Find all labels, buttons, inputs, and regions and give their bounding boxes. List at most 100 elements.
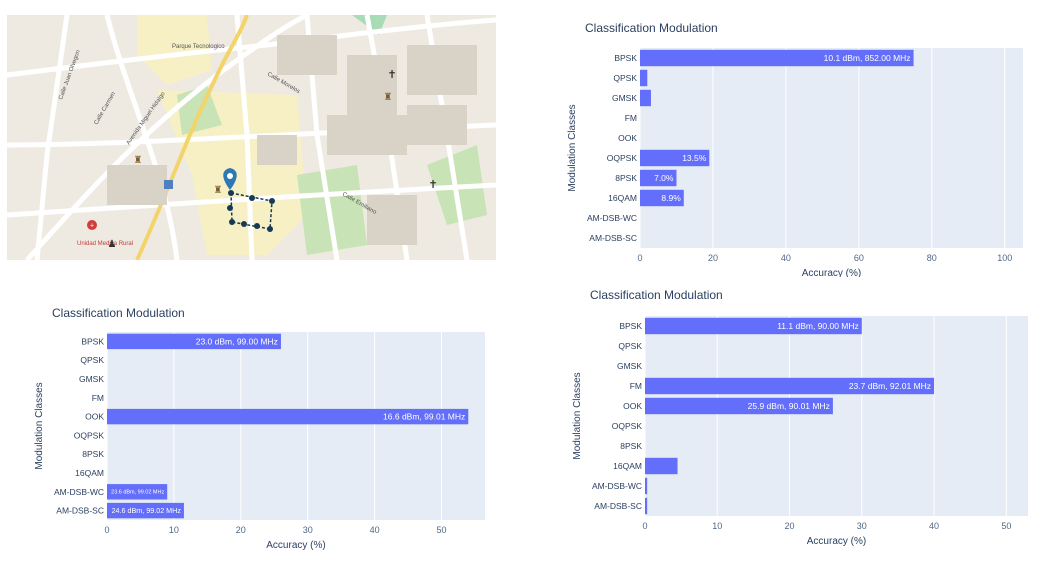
hospital-icon[interactable]: + (87, 220, 97, 230)
x-tick-label: 60 (854, 253, 864, 263)
bar-oqpsk[interactable] (640, 149, 710, 167)
bar-data-label: 10.1 dBm, 852.00 MHz (824, 53, 911, 63)
bar-data-label: 7.0% (654, 173, 674, 183)
map-view[interactable]: Parque Tecnologico Unidad Medica Rural C… (7, 15, 496, 260)
bar-am-dsb-sc[interactable] (645, 497, 648, 515)
y-tick-label: GMSK (617, 361, 642, 371)
x-tick-label: 30 (303, 525, 313, 535)
svg-text:✝: ✝ (387, 69, 396, 81)
svg-text:♜: ♜ (214, 185, 223, 196)
map-tech-park-area (137, 15, 212, 85)
x-tick-label: 10 (712, 521, 722, 531)
bar-gmsk[interactable] (640, 89, 651, 107)
map-main-road (135, 15, 249, 260)
y-tick-label: 16QAM (608, 193, 637, 203)
y-tick-label: 8PSK (620, 441, 642, 451)
x-axis-label: Accuracy (%) (802, 268, 861, 277)
x-tick-label: 50 (1001, 521, 1011, 531)
y-tick-label: OQPSK (612, 421, 643, 431)
y-tick-label: 8PSK (615, 173, 637, 183)
chart-panel-bottom-right: Classification Modulation 0 10 20 30 40 50 BPSK… (568, 282, 1038, 551)
chart-panel-top-right: Classification Modulation 0 20 40 60 80 100 BPS… (563, 15, 1033, 282)
bar-chart-top-right: Classification Modulation 0 20 40 60 80 100 BPS… (567, 21, 1023, 279)
y-tick-label: QPSK (613, 73, 637, 83)
y-tick-label: AM-DSB-SC (56, 506, 104, 516)
x-axis-label: Accuracy (%) (266, 540, 325, 551)
bar-data-label: 16.6 dBm, 99.01 MHz (383, 412, 465, 422)
bar-am-dsb-wc[interactable] (645, 477, 648, 495)
bar-ook[interactable] (645, 397, 833, 415)
x-tick-label: 100 (997, 253, 1012, 263)
x-tick-label: 40 (781, 253, 791, 263)
bar-8psk[interactable] (640, 169, 677, 187)
bar-data-label: 24.6 dBm, 99.02 MHz (112, 507, 182, 515)
y-tick-label: BPSK (614, 53, 637, 63)
bar-data-label: 11.1 dBm, 90.00 MHz (777, 321, 859, 331)
bar-data-label: 23.6 dBm, 99.02 MHz (111, 490, 164, 496)
y-tick-label: QPSK (80, 355, 104, 365)
plot-area (107, 332, 485, 520)
bus-stop-icon[interactable] (164, 180, 173, 189)
location-pin-icon[interactable] (223, 168, 237, 190)
y-tick-label: AM-DSB-WC (587, 213, 637, 223)
y-tick-label: AM-DSB-SC (594, 501, 642, 511)
y-tick-label: GMSK (79, 374, 104, 384)
svg-text:♜: ♜ (384, 92, 393, 103)
x-tick-label: 0 (637, 253, 642, 263)
survey-route (227, 190, 275, 232)
cross-icon[interactable]: ✝ (387, 69, 396, 81)
y-tick-label: OQPSK (74, 430, 105, 440)
map-label-tech-park: Parque Tecnologico (172, 44, 225, 50)
x-tick-label: 10 (169, 525, 179, 535)
svg-text:✝: ✝ (428, 179, 437, 191)
y-tick-label: 16QAM (75, 468, 104, 478)
y-tick-label: GMSK (612, 93, 637, 103)
x-tick-label: 0 (104, 525, 109, 535)
y-axis-label: Modulation Classes (567, 104, 578, 191)
y-tick-label: OQPSK (607, 153, 638, 163)
bar-fm[interactable] (645, 377, 935, 395)
chart-title: Classification Modulation (585, 21, 718, 35)
bar-bpsk[interactable] (640, 49, 914, 67)
x-tick-label: 80 (927, 253, 937, 263)
bar-data-label: 13.5% (682, 153, 707, 163)
y-tick-label: BPSK (81, 336, 104, 346)
y-tick-label: 16QAM (613, 461, 642, 471)
y-tick-label: AM-DSB-WC (592, 481, 642, 491)
y-tick-label: FM (630, 381, 642, 391)
y-tick-label: 8PSK (82, 449, 104, 459)
bar-data-label: 23.0 dBm, 99.00 MHz (196, 336, 278, 346)
plot-area (645, 316, 1028, 516)
bar-data-label: 23.7 dBm, 92.01 MHz (849, 381, 931, 391)
y-tick-label: AM-DSB-WC (54, 487, 104, 497)
x-tick-label: 30 (857, 521, 867, 531)
svg-text:+: + (90, 223, 94, 230)
x-tick-label: 20 (708, 253, 718, 263)
bar-data-label: 25.9 dBm, 90.01 MHz (748, 401, 830, 411)
bar-chart-bottom-left: Classification Modulation 0 10 20 30 40 50 BPSK… (34, 306, 485, 551)
map-canvas[interactable]: Parque Tecnologico Unidad Medica Rural C… (7, 15, 496, 260)
bar-qpsk[interactable] (640, 69, 648, 87)
y-tick-label: FM (625, 113, 637, 123)
bar-16qam[interactable] (640, 189, 684, 207)
bar-chart-bottom-right: Classification Modulation 0 10 20 30 40 50 BPSK… (572, 288, 1028, 547)
chart-title: Classification Modulation (52, 306, 185, 320)
bar-am-dsb-wc[interactable] (107, 484, 168, 500)
svg-text:♜: ♜ (134, 155, 143, 166)
x-tick-label: 20 (785, 521, 795, 531)
y-tick-label: FM (92, 393, 104, 403)
map-park-area (297, 165, 367, 255)
x-axis-label: Accuracy (%) (807, 536, 866, 546)
statue-icon[interactable]: ♜ ♜ ♜ ♟ (108, 92, 393, 250)
bar-bpsk[interactable] (107, 333, 281, 350)
bar-ook[interactable] (107, 408, 469, 425)
y-tick-label: BPSK (619, 321, 642, 331)
bar-am-dsb-sc[interactable] (107, 502, 184, 519)
chart-title: Classification Modulation (590, 288, 723, 302)
bar-bpsk[interactable] (645, 317, 862, 335)
y-axis-label: Modulation Classes (34, 382, 45, 469)
cross-icon[interactable]: ✝ (428, 179, 437, 191)
x-tick-label: 40 (370, 525, 380, 535)
y-tick-label: AM-DSB-SC (589, 233, 637, 243)
bar-16qam[interactable] (645, 457, 678, 475)
